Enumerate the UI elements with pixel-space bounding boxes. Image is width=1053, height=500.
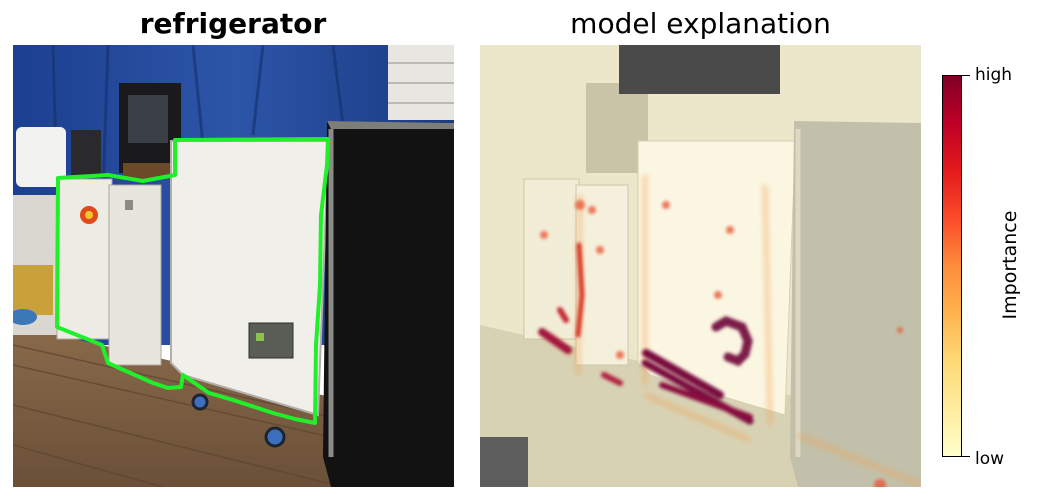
colorbar-low-tick <box>962 456 970 457</box>
refrigerator-photo <box>13 45 454 487</box>
left-panel-title: refrigerator <box>139 7 327 40</box>
right-panel-title: model explanation <box>570 7 831 40</box>
importance-heatmap-drawing <box>480 45 921 487</box>
colorbar-high-tick <box>962 75 970 76</box>
colorbar-low-label: low <box>975 449 1005 469</box>
colorbar-high-label: high <box>975 65 1013 85</box>
importance-heatmap <box>480 45 921 487</box>
refrigerator-photo-drawing <box>13 45 454 487</box>
importance-colorbar <box>942 75 962 457</box>
colorbar-axis-label: Importance <box>999 210 1021 320</box>
